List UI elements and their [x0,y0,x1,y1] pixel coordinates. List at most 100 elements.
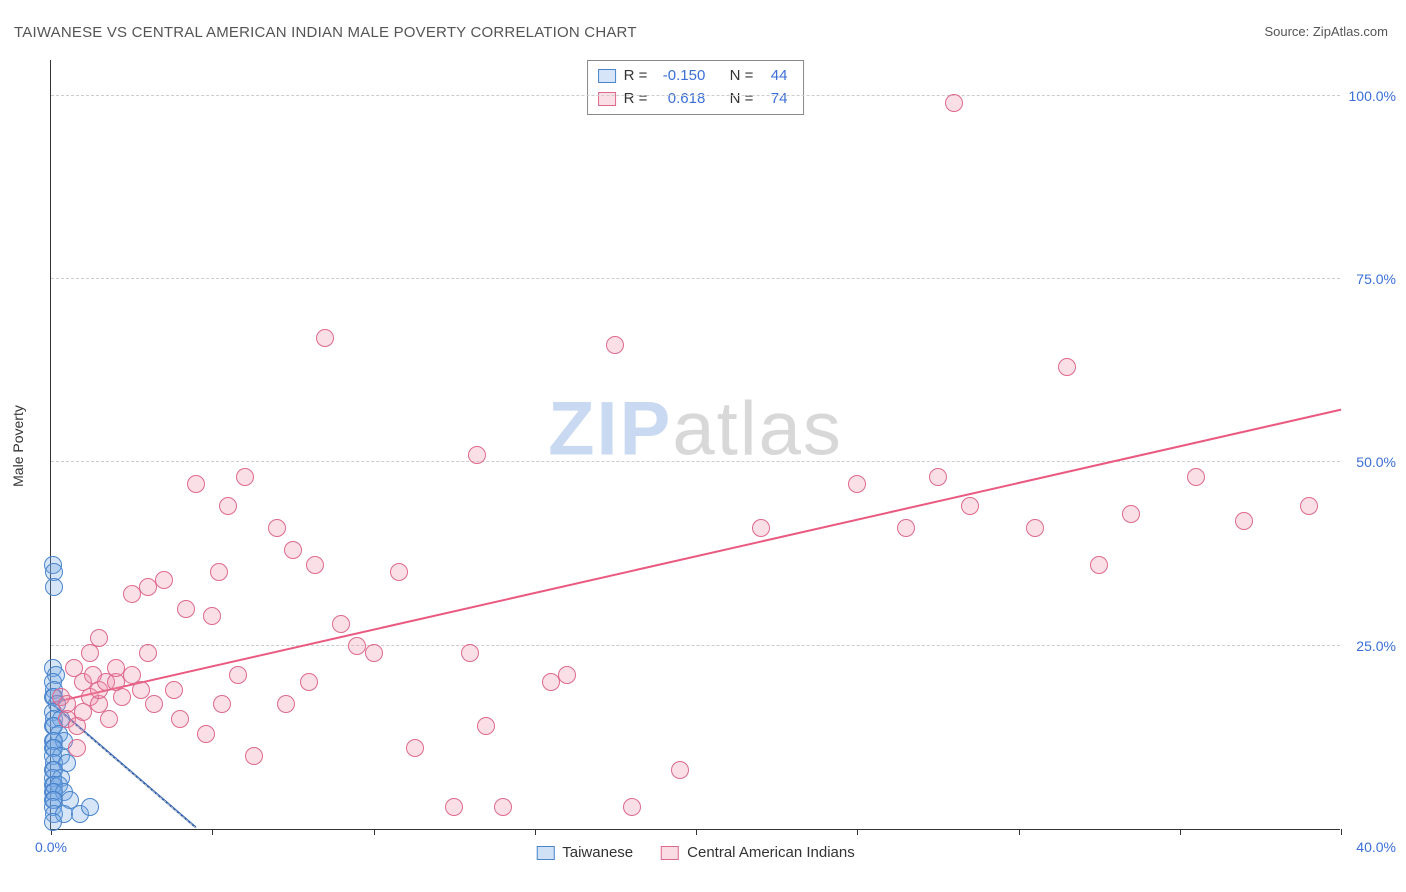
scatter-point-cai [1300,497,1318,515]
scatter-point-cai [187,475,205,493]
n-value-taiwanese: 44 [761,65,787,88]
y-tick-label: 100.0% [1349,88,1396,104]
y-tick-label: 75.0% [1356,271,1396,287]
legend-row-taiwanese: R = -0.150 N = 44 [598,65,788,88]
scatter-point-cai [477,717,495,735]
scatter-point-cai [1058,358,1076,376]
scatter-point-cai [197,725,215,743]
legend-row-cai: R = 0.618 N = 74 [598,88,788,111]
source-name: ZipAtlas.com [1313,24,1388,39]
y-axis-label: Male Poverty [10,405,26,487]
scatter-point-cai [332,615,350,633]
scatter-point-cai [316,329,334,347]
scatter-point-cai [606,336,624,354]
source-label: Source: [1264,24,1312,39]
y-tick-label: 25.0% [1356,638,1396,654]
scatter-point-cai [268,519,286,537]
swatch-cai-icon [661,846,679,860]
scatter-point-cai [165,681,183,699]
x-tick [1019,829,1020,835]
x-tick [696,829,697,835]
scatter-point-taiwanese [45,578,63,596]
gridline [51,278,1340,279]
legend-label-cai: Central American Indians [687,844,855,861]
y-tick-label: 50.0% [1356,454,1396,470]
scatter-point-cai [752,519,770,537]
scatter-point-cai [494,798,512,816]
scatter-point-cai [139,644,157,662]
x-tick-label: 0.0% [35,839,67,855]
scatter-point-taiwanese [44,813,62,831]
r-value-taiwanese: -0.150 [655,65,705,88]
scatter-point-cai [236,468,254,486]
swatch-taiwanese-icon [536,846,554,860]
scatter-point-cai [848,475,866,493]
chart-title: TAIWANESE VS CENTRAL AMERICAN INDIAN MAL… [14,24,637,41]
scatter-point-cai [445,798,463,816]
gridline [51,645,1340,646]
n-label: N = [730,65,754,88]
source-attribution: Source: ZipAtlas.com [1264,24,1388,39]
r-label: R = [624,65,648,88]
scatter-point-taiwanese [81,798,99,816]
scatter-point-cai [219,497,237,515]
gridline [51,461,1340,462]
chart-container: TAIWANESE VS CENTRAL AMERICAN INDIAN MAL… [0,0,1406,892]
scatter-point-cai [113,688,131,706]
scatter-point-cai [897,519,915,537]
correlation-legend: R = -0.150 N = 44 R = 0.618 N = 74 [587,60,805,115]
gridline [51,95,1340,96]
n-value-cai: 74 [761,88,787,111]
legend-label-taiwanese: Taiwanese [562,844,633,861]
x-tick [212,829,213,835]
scatter-point-cai [68,739,86,757]
x-tick [857,829,858,835]
r-value-cai: 0.618 [655,88,705,111]
scatter-point-cai [306,556,324,574]
scatter-point-cai [468,446,486,464]
scatter-point-cai [203,607,221,625]
scatter-point-cai [245,747,263,765]
scatter-point-cai [213,695,231,713]
trendline [51,409,1341,704]
legend-item-cai: Central American Indians [661,844,855,861]
scatter-point-cai [961,497,979,515]
scatter-point-cai [171,710,189,728]
scatter-point-cai [300,673,318,691]
scatter-point-cai [1187,468,1205,486]
x-tick [1180,829,1181,835]
scatter-point-cai [365,644,383,662]
plot-area: ZIPatlas R = -0.150 N = 44 R = 0.618 N =… [50,60,1340,830]
scatter-point-cai [623,798,641,816]
scatter-point-cai [145,695,163,713]
series-legend: Taiwanese Central American Indians [536,844,854,861]
watermark-zip: ZIP [548,387,672,472]
swatch-taiwanese [598,69,616,83]
scatter-point-cai [177,600,195,618]
scatter-point-cai [132,681,150,699]
scatter-point-cai [229,666,247,684]
scatter-point-cai [1090,556,1108,574]
x-tick [374,829,375,835]
x-tick-label: 40.0% [1356,839,1396,855]
watermark-atlas: atlas [672,387,843,472]
scatter-point-cai [284,541,302,559]
scatter-point-cai [1026,519,1044,537]
scatter-point-cai [155,571,173,589]
scatter-point-cai [1235,512,1253,530]
scatter-point-cai [929,468,947,486]
scatter-point-cai [90,629,108,647]
scatter-point-cai [100,710,118,728]
r-label: R = [624,88,648,111]
scatter-point-cai [461,644,479,662]
scatter-point-cai [210,563,228,581]
scatter-point-cai [671,761,689,779]
scatter-point-cai [390,563,408,581]
legend-item-taiwanese: Taiwanese [536,844,633,861]
scatter-point-cai [1122,505,1140,523]
x-tick [1341,829,1342,835]
scatter-point-cai [558,666,576,684]
watermark: ZIPatlas [548,386,843,473]
scatter-point-cai [945,94,963,112]
scatter-point-cai [406,739,424,757]
